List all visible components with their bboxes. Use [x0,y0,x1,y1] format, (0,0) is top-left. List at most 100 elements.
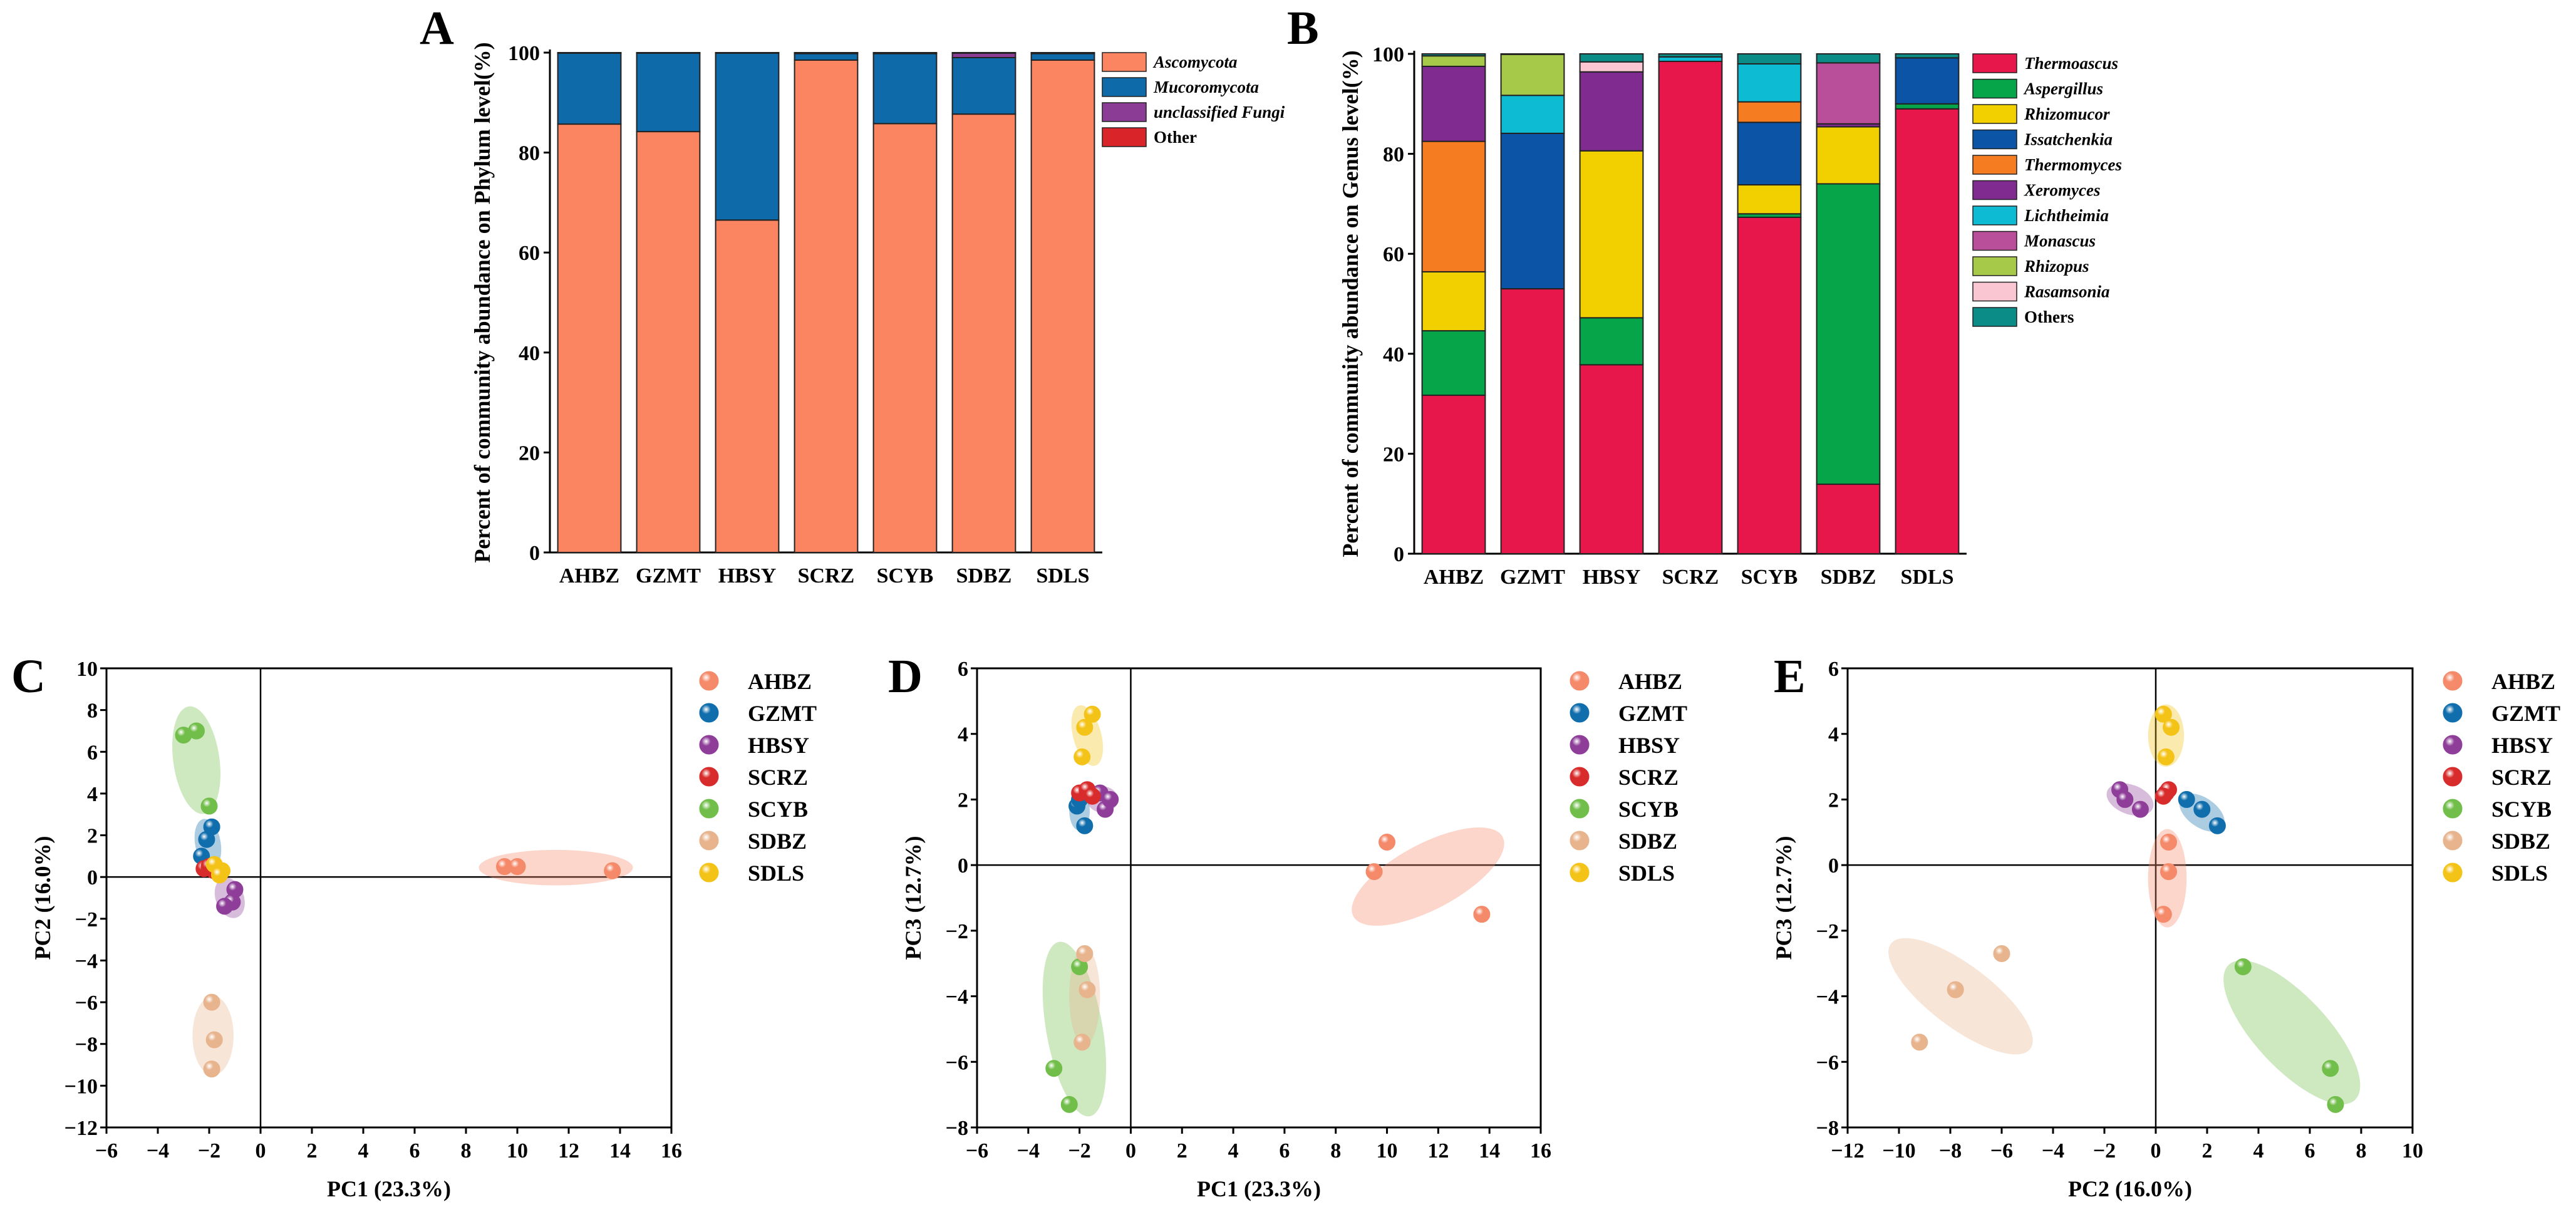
y-axis-title: PC3 (12.7%) [1771,836,1796,960]
x-tick-label: SCRZ [1662,566,1719,589]
legend-swatch [1972,281,2017,302]
data-point-ahbz [1365,863,1383,881]
legend-marker [2443,799,2463,819]
bar-segment-thermoascus [1500,288,1565,554]
legend-swatch [1972,307,2017,327]
bar-segment-mucoromycota [636,52,701,133]
bar-segment-monascus [1816,62,1881,125]
data-point-ahbz [509,858,526,876]
legend-marker [2443,671,2463,691]
y-tick-label: −4 [1816,986,1839,1009]
data-point-scyb [1060,1095,1078,1113]
y-tick-label: 100 [1372,43,1404,66]
data-point-scyb [200,797,218,815]
x-tick-label: SDLS [1036,564,1089,588]
data-point-gzmt [198,831,215,848]
x-tick-label: SDBZ [1821,566,1876,589]
x-tick-label: −6 [966,1139,988,1163]
x-tick-label: 16 [1530,1139,1551,1163]
bar-segment-others [1895,53,1960,59]
legend-label: GZMT [1618,701,1687,726]
x-tick-label: 12 [1427,1139,1449,1163]
y-axis-title: PC2 (16.0%) [30,836,55,960]
legend-swatch [1972,230,2017,251]
legend-swatch [1972,180,2017,200]
data-point-ahbz [604,862,621,879]
legend-label: SDLS [2491,861,2548,886]
legend-marker [699,799,719,819]
legend-swatch [1102,52,1147,72]
legend-label: Xeromyces [2024,181,2100,200]
x-tick-label: SCYB [877,564,934,588]
panel-letter: B [1287,2,1319,54]
legend-label: AHBZ [748,669,812,694]
x-tick-label: −6 [1990,1139,2013,1163]
legend-marker [1570,799,1590,819]
x-axis-title: PC1 (23.3%) [1197,1176,1321,1201]
legend-label: Aspergillus [2023,80,2103,98]
panel-letter: D [888,650,923,703]
x-tick-label: SCYB [1741,566,1798,589]
x-tick-label: 10 [507,1139,528,1163]
y-tick-label: 80 [519,142,540,165]
data-point-sdbz [203,993,220,1011]
x-tick-label: 2 [307,1139,318,1163]
x-tick-label: −6 [95,1139,118,1163]
panel-c: C −6 −4 −2 0 2 4 6 8 10 12 14 16 −12 −10 −8 −6 −4 −2 0 2 4 6 8 1… [11,650,817,1201]
y-tick-label: −10 [65,1075,98,1098]
legend-marker [699,862,719,883]
x-tick-label: GZMT [1500,566,1565,589]
legend-label: SCRZ [2491,765,2552,790]
x-tick-label: GZMT [636,564,701,588]
data-point-sdbz [1911,1033,1928,1051]
bar-segment-lichtheimia [1658,56,1723,62]
legend-label: HBSY [748,733,809,758]
bar-segment-thermoascus [1579,364,1644,555]
data-point-sdbz [205,1031,223,1049]
bar-segment-rhizopus [1421,55,1486,67]
bar-segment-others [1658,53,1723,58]
legend-label: AHBZ [2491,669,2555,694]
legend-marker [2443,735,2463,755]
y-tick-label: −6 [75,992,98,1015]
y-tick-label: −2 [1816,920,1839,943]
legend-label: SDLS [748,861,804,886]
legend-label: SCYB [748,797,808,822]
x-tick-label: 4 [1228,1139,1239,1163]
x-tick-label: 12 [558,1139,579,1163]
bar-segment-rhizomucor [1421,271,1486,332]
data-point-gzmt [1076,817,1094,834]
legend-marker [699,831,719,851]
legend-marker [699,703,719,723]
y-tick-label: 80 [1383,143,1404,167]
bar-segment-aspergillus [1579,317,1644,366]
panel-e: E −12 −10 −8 −6 −4 −2 0 2 4 6 8 10 −8 −6 −4 −2 0 2 4 6 PC2 (1… [1771,650,2560,1201]
bar-segment-xeromyces [1579,71,1644,152]
legend-swatch [1972,256,2017,276]
x-tick-label: HBSY [1583,566,1641,589]
y-tick-label: 100 [508,42,540,65]
bar-segment-others [1737,53,1802,65]
x-tick-label: 8 [461,1139,472,1163]
x-tick-label: 4 [358,1139,369,1163]
legend-label: HBSY [1618,733,1680,758]
legend-label: GZMT [748,701,817,726]
data-point-ahbz [1473,906,1491,923]
legend-label: Rhizopus [2024,257,2089,276]
legend-swatch [1972,129,2017,150]
y-axis-title: Percent of community abundance on Genus … [1338,50,1363,557]
legend-label: Monascus [2024,232,2096,251]
bar-segment-others [1816,53,1881,64]
x-tick-label: 14 [609,1139,631,1163]
legend-label: Lichtheimia [2024,206,2109,225]
legend-label: HBSY [2491,733,2553,758]
confidence-ellipse-scyb [172,706,220,814]
bar-segment-others [1421,53,1486,57]
bar-segment-issatchenkia [1895,57,1960,105]
data-point-sdls [2163,718,2180,736]
x-tick-label: 6 [2305,1139,2315,1163]
legend-label: AHBZ [1618,669,1682,694]
data-point-scyb [2234,958,2252,975]
legend-marker [1570,767,1590,787]
